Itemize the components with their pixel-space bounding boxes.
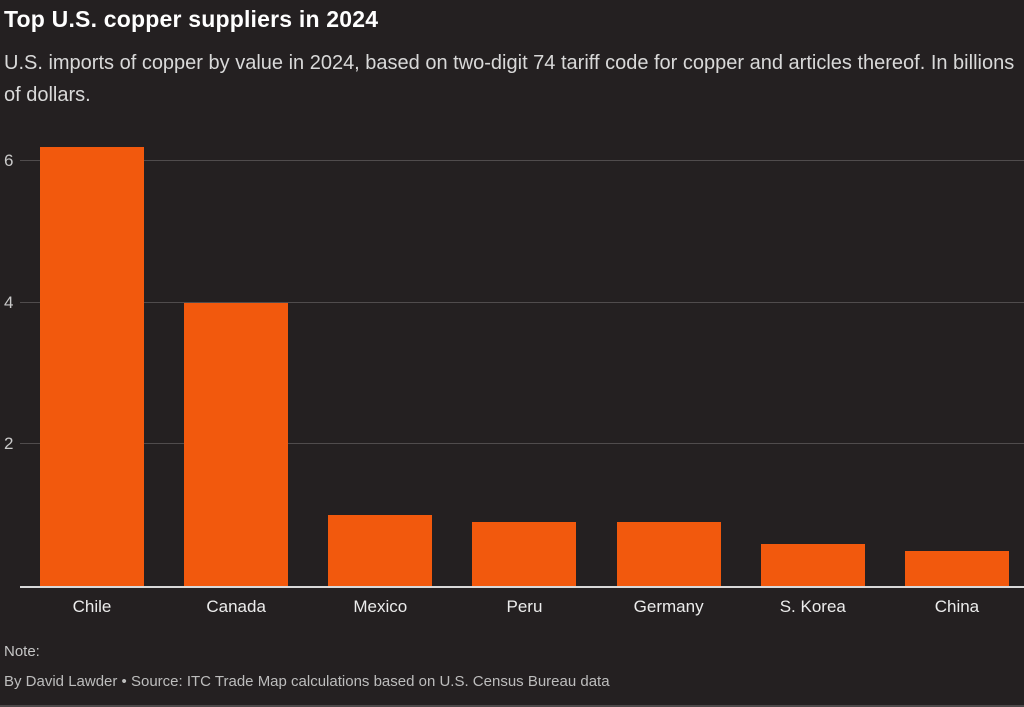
byline-source: By David Lawder • Source: ITC Trade Map …: [4, 673, 610, 690]
x-label-canada: Canada: [206, 597, 266, 616]
plot-area: 2 4 6: [4, 133, 1024, 588]
chart-footer: Note: By David Lawder • Source: ITC Trad…: [4, 643, 1024, 690]
y-tick-label-4: 4: [4, 292, 14, 312]
bar-mexico: [328, 515, 433, 586]
x-label-china: China: [934, 597, 980, 616]
x-axis-labels: Chile Canada Mexico Peru Germany S. Korea Chin…: [20, 597, 1024, 617]
bar-germany: [616, 522, 721, 586]
bar-peru: [472, 522, 577, 586]
note-label: Note:: [4, 643, 40, 660]
y-tick-label-2: 2: [4, 434, 14, 454]
x-label-s-korea: S. Korea: [779, 597, 846, 616]
bar-chile: [40, 147, 144, 586]
chart-subtitle: U.S. imports of copper by value in 2024,…: [4, 52, 1015, 106]
y-tick-label-6: 6: [4, 151, 14, 171]
x-label-peru: Peru: [506, 597, 543, 616]
bar-chart: 2 4 6 Chile Canada Mexico Peru Germany S. Korea…: [4, 133, 1024, 617]
x-label-mexico: Mexico: [353, 597, 408, 616]
x-label-chile: Chile: [72, 597, 112, 616]
chart-title: Top U.S. copper suppliers in 2024: [4, 6, 379, 32]
gridline-y2: [20, 443, 1024, 445]
bar-s-korea: [760, 543, 865, 586]
bar-canada: [184, 302, 289, 586]
gridline-y4: [20, 301, 1024, 303]
gridline-y6: [20, 160, 1024, 162]
bar-china: [904, 550, 1009, 586]
x-label-germany: Germany: [633, 597, 704, 616]
